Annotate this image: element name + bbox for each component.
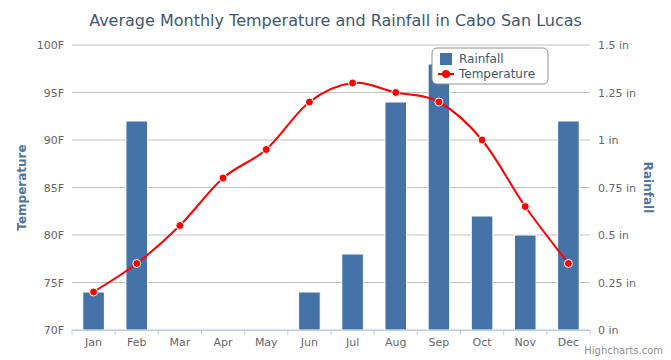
- legend-marker: [442, 70, 450, 78]
- credits: Highcharts.com: [584, 345, 663, 356]
- y-tick-label: 85F: [44, 182, 64, 195]
- y-tick-label: 80F: [44, 229, 64, 242]
- marker: [133, 260, 141, 268]
- marker: [564, 260, 572, 268]
- x-tick-label: Apr: [214, 336, 234, 349]
- x-tick-label: Dec: [558, 336, 579, 349]
- marker: [521, 203, 529, 211]
- x-tick-label: Aug: [385, 336, 406, 349]
- x-tick: [244, 330, 245, 335]
- background: [0, 0, 671, 360]
- y2-tick-label: 0.25 in: [598, 277, 636, 290]
- bar: [514, 235, 536, 330]
- grid-line: [72, 140, 590, 141]
- x-tick: [590, 330, 591, 335]
- x-tick: [72, 330, 73, 335]
- grid: [72, 45, 590, 330]
- x-tick: [460, 330, 461, 335]
- marker: [392, 89, 400, 97]
- y2-tick-label: 0 in: [598, 324, 619, 337]
- legend: RainfallTemperature: [432, 48, 548, 84]
- y2-tick: [590, 330, 594, 331]
- y2-tick-label: 0.5 in: [598, 229, 629, 242]
- x-tick-label: Feb: [127, 336, 146, 349]
- x-tick: [115, 330, 116, 335]
- y-axis-title: Temperature: [15, 144, 29, 230]
- bar: [471, 216, 493, 330]
- y-tick-label: 95F: [44, 87, 64, 100]
- x-tick: [201, 330, 202, 335]
- marker: [90, 288, 98, 296]
- bar: [428, 64, 450, 330]
- temperature-line: [94, 83, 569, 292]
- legend-box: [432, 48, 548, 84]
- bar: [299, 292, 321, 330]
- x-tick-label: Sep: [429, 336, 450, 349]
- x-tick: [374, 330, 375, 335]
- chart-container: Average Monthly Temperature and Rainfall…: [0, 0, 671, 360]
- chart-svg: Average Monthly Temperature and Rainfall…: [0, 0, 671, 360]
- y2-tick: [590, 140, 594, 141]
- bar: [255, 330, 277, 331]
- x-tick-label: Oct: [473, 336, 493, 349]
- legend-label: Rainfall: [459, 52, 504, 66]
- grid-line: [72, 45, 590, 46]
- bar: [212, 330, 234, 331]
- title: Average Monthly Temperature and Rainfall…: [89, 11, 582, 30]
- bar: [169, 330, 191, 331]
- y-tick-label: 75F: [44, 277, 64, 290]
- y2-tick: [590, 282, 594, 283]
- y-tick-label: 100F: [37, 39, 64, 52]
- y2-tick-label: 0.75 in: [598, 182, 636, 195]
- marker: [262, 146, 270, 154]
- bar: [342, 254, 364, 330]
- x-tick: [287, 330, 288, 335]
- x-tick: [503, 330, 504, 335]
- y2-tick: [590, 92, 594, 93]
- grid-line: [72, 235, 590, 236]
- x-tick: [546, 330, 547, 335]
- marker: [435, 98, 443, 106]
- x-tick: [417, 330, 418, 335]
- grid-line: [72, 92, 590, 93]
- y2-tick: [590, 235, 594, 236]
- marker: [349, 79, 357, 87]
- x-tick-label: Jan: [84, 336, 102, 349]
- y2-tick: [590, 45, 594, 46]
- x-tick-label: May: [255, 336, 278, 349]
- data-group: [83, 64, 579, 330]
- marker: [219, 174, 227, 182]
- y2-tick-label: 1.25 in: [598, 87, 636, 100]
- x-tick-label: Mar: [170, 336, 191, 349]
- legend-label: Temperature: [458, 67, 535, 81]
- legend-swatch: [440, 53, 452, 65]
- x-tick: [158, 330, 159, 335]
- x-tick-label: Jun: [300, 336, 318, 349]
- bar: [83, 292, 105, 330]
- bar: [558, 121, 580, 330]
- y2-tick: [590, 187, 594, 188]
- bar: [385, 102, 407, 330]
- y-tick-label: 70F: [44, 324, 64, 337]
- marker: [478, 136, 486, 144]
- marker: [176, 222, 184, 230]
- grid-line: [72, 282, 590, 283]
- x-tick: [331, 330, 332, 335]
- y2-tick-label: 1.5 in: [598, 39, 629, 52]
- x-tick-label: Jul: [345, 336, 359, 349]
- y2-axis-title: Rainfall: [641, 162, 655, 214]
- marker: [305, 98, 313, 106]
- y-tick-label: 90F: [44, 134, 64, 147]
- bar: [126, 121, 148, 330]
- y2-tick-label: 1 in: [598, 134, 619, 147]
- x-tick-label: Nov: [515, 336, 537, 349]
